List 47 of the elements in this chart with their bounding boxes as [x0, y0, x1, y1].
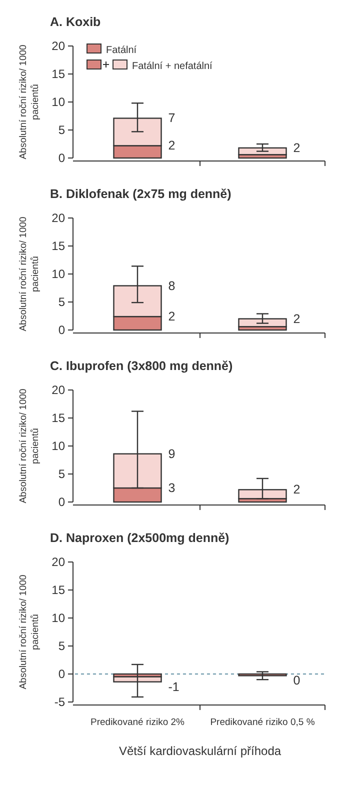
- y-tick-label: 5: [58, 122, 66, 137]
- y-axis-title: Absolutní roční riziko/ 1000 pacientů: [18, 216, 41, 332]
- y-tick-label: 5: [58, 294, 66, 309]
- y-tick-label: 10: [52, 438, 66, 453]
- y-tick-label: -5: [54, 694, 66, 709]
- y-tick-label: 15: [52, 582, 66, 597]
- total-label: 9: [168, 446, 176, 461]
- y-tick-label: 20: [52, 554, 66, 569]
- total-label: 2: [293, 312, 300, 326]
- y-tick-label: 0: [58, 666, 66, 681]
- y-tick-label: 15: [52, 410, 66, 425]
- data-label: 3: [168, 481, 176, 495]
- total-label: 2: [293, 482, 300, 497]
- chart-title: A. Koxib: [50, 15, 102, 29]
- bar: [238, 147, 287, 156]
- y-tick-label: 20: [52, 382, 66, 397]
- y-tick-label: 0: [58, 322, 66, 337]
- y-tick-label: 20: [52, 210, 66, 225]
- y-axis-title: Absolutní roční riziko/ 1000 pacientů: [18, 574, 41, 690]
- chart-title: D. Naproxen (2x500mg denně): [50, 531, 230, 545]
- data-label: 2: [168, 138, 176, 153]
- bar: [238, 318, 287, 328]
- y-tick-label: 0: [58, 150, 66, 165]
- y-tick-label: 15: [52, 238, 66, 253]
- y-tick-label: 0: [58, 494, 66, 509]
- x-tick-label: Predikované riziko 2%: [90, 717, 186, 728]
- total-label: 7: [168, 111, 176, 126]
- legend-label: Fatální + nefatální: [132, 61, 213, 72]
- x-axis-title: Větší kardiovaskulární příhoda: [118, 744, 282, 758]
- legend-label: Fatální: [106, 45, 137, 56]
- y-tick-label: 10: [52, 610, 66, 625]
- total-label: 0: [293, 674, 300, 688]
- y-axis-title: Absolutní roční riziko/ 1000 pacientů: [18, 44, 41, 160]
- y-tick-label: 5: [58, 466, 66, 481]
- y-tick-label: 15: [52, 66, 66, 81]
- y-tick-label: 20: [52, 38, 66, 53]
- y-axis-title: Absolutní roční riziko/ 1000 pacientů: [18, 388, 41, 504]
- x-tick-label: Predikované riziko 0,5 %: [210, 717, 316, 728]
- total-label: -1: [168, 680, 180, 694]
- y-tick-label: 5: [58, 638, 66, 653]
- total-label: 8: [168, 278, 176, 293]
- chart-title: B. Diklofenak (2x75 mg denně): [50, 187, 232, 201]
- chart-title: C. Ibuprofen (3x800 mg denně): [50, 359, 233, 373]
- total-label: 2: [293, 140, 300, 155]
- y-tick-label: 10: [52, 94, 66, 109]
- y-tick-label: 10: [52, 266, 66, 281]
- data-label: 2: [168, 310, 176, 324]
